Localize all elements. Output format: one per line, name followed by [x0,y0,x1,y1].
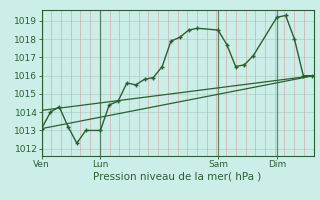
X-axis label: Pression niveau de la mer( hPa ): Pression niveau de la mer( hPa ) [93,172,262,182]
